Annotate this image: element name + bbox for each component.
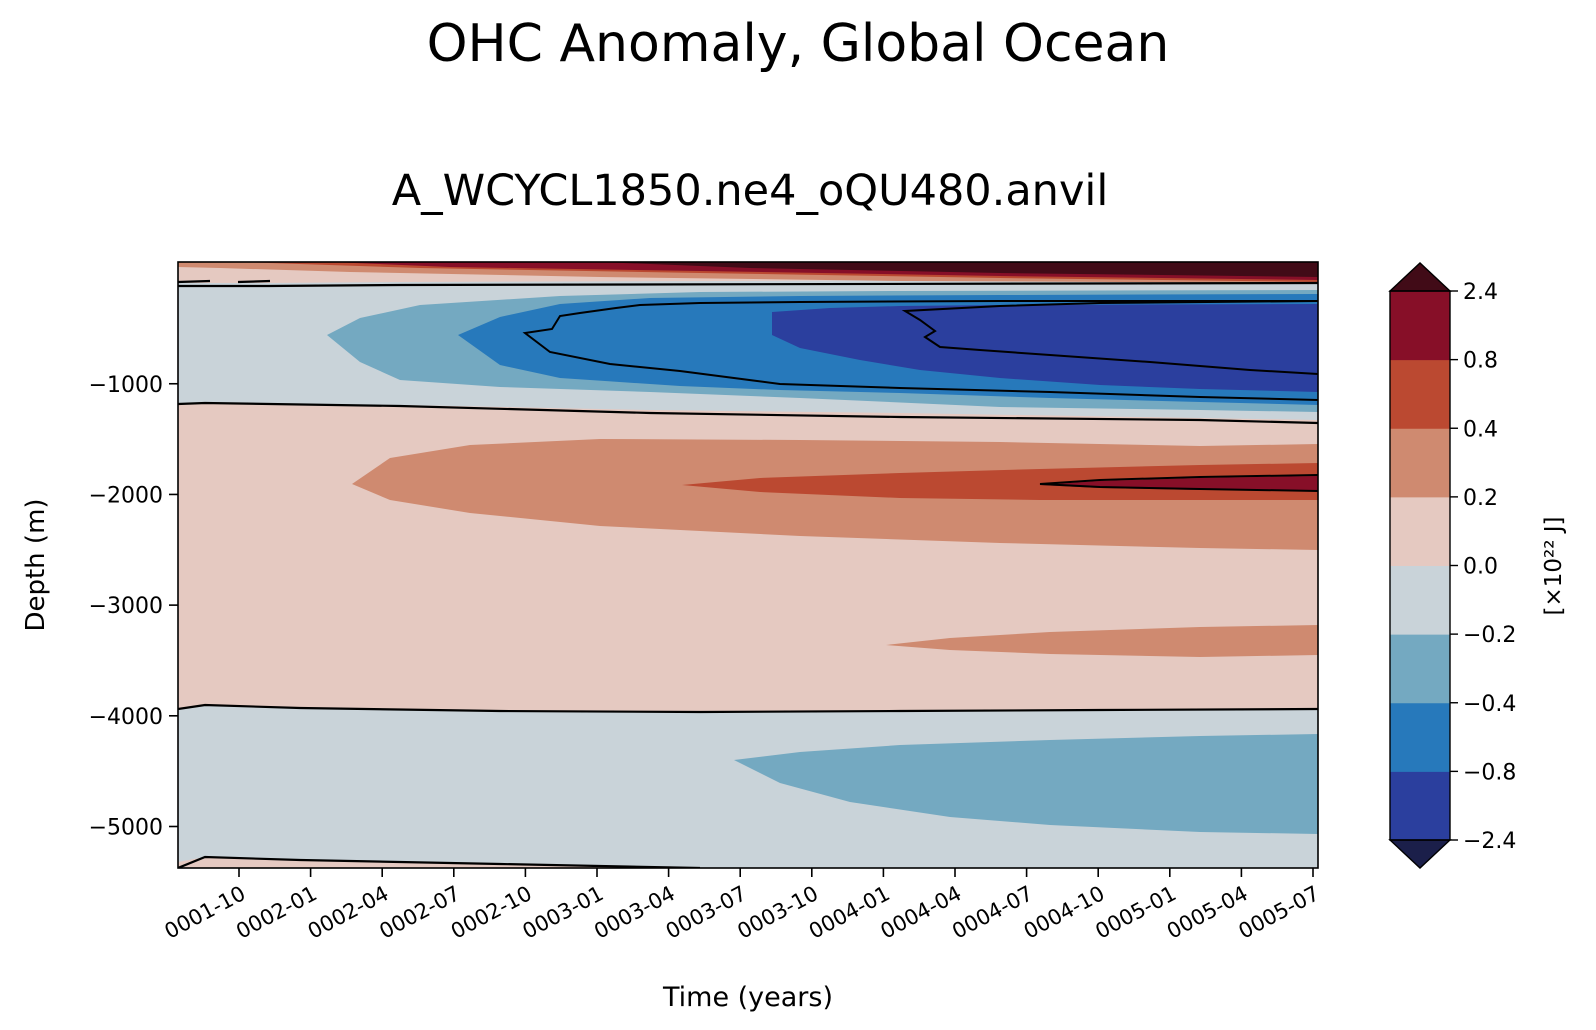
colorbar-tick-label: 2.4 bbox=[1463, 280, 1498, 305]
contour-bottom-pos bbox=[178, 857, 700, 868]
colorbar-extend-high bbox=[1388, 262, 1452, 292]
x-tick-label: 0005-04 bbox=[1163, 881, 1252, 943]
x-tick-label: 0002-04 bbox=[304, 881, 393, 943]
colorbar-tick-label: −0.4 bbox=[1463, 692, 1516, 717]
y-tick-label: −2000 bbox=[89, 483, 163, 508]
colorbar-tick-label: 0.0 bbox=[1463, 555, 1498, 580]
x-axis-label: Time (years) bbox=[662, 982, 833, 1013]
x-tick-label: 0002-01 bbox=[232, 881, 321, 943]
zero-line-bottom bbox=[178, 855, 701, 868]
y-tick-label: −5000 bbox=[89, 815, 163, 840]
zero-line-deep bbox=[178, 703, 1318, 714]
x-tick-label: 0001-10 bbox=[161, 881, 250, 943]
chart-subtitle: A_WCYCL1850.ne4_oQU480.anvil bbox=[391, 166, 1109, 216]
x-tick-label: 0004-01 bbox=[805, 881, 894, 943]
colorbar-segment bbox=[1390, 291, 1450, 361]
x-tick-label: 0004-07 bbox=[948, 881, 1037, 943]
plot-frame bbox=[177, 261, 1319, 869]
y-axis-label: Depth (m) bbox=[21, 498, 51, 631]
colorbar-tick-label: 0.8 bbox=[1463, 349, 1498, 374]
x-tick-label: 0003-07 bbox=[662, 881, 751, 943]
contour-field bbox=[178, 262, 1318, 868]
y-tick-label: −3000 bbox=[89, 594, 163, 619]
zero-line-surface bbox=[178, 281, 1318, 288]
x-tick-label: 0004-04 bbox=[877, 881, 966, 943]
x-tick-label: 0003-04 bbox=[590, 881, 679, 943]
contour-mid-04 bbox=[682, 463, 1318, 500]
contour-line-m24 bbox=[901, 300, 1318, 375]
colorbar-segment bbox=[1390, 565, 1450, 635]
zero-line-upper bbox=[178, 401, 1318, 425]
contour-surface-24 bbox=[600, 262, 1318, 277]
colorbar-tick-label: 0.4 bbox=[1463, 417, 1498, 442]
colorbar-segment bbox=[1390, 359, 1450, 429]
x-tick-label: 0003-10 bbox=[733, 881, 822, 943]
x-tick-label: 0004-10 bbox=[1020, 881, 1109, 943]
figure-title: OHC Anomaly, Global Ocean bbox=[426, 14, 1170, 74]
x-tick-label: 0005-01 bbox=[1091, 881, 1180, 943]
zero-contour-lines bbox=[178, 279, 1318, 868]
colorbar-segment bbox=[1390, 634, 1450, 704]
colorbar-tick-label: −0.8 bbox=[1463, 760, 1516, 785]
contour-line-08 bbox=[1039, 474, 1318, 492]
y-tick-label: −1000 bbox=[89, 373, 163, 398]
contour-deep-m02 bbox=[734, 734, 1318, 834]
zero-line-surface-2 bbox=[178, 279, 271, 284]
colorbar-label: [×10²² J] bbox=[1541, 516, 1567, 615]
contour-deep-02 bbox=[886, 625, 1318, 657]
x-tick-label: 0002-10 bbox=[447, 881, 536, 943]
colorbar-tick-label: 0.2 bbox=[1463, 486, 1498, 511]
y-tick-label: −4000 bbox=[89, 705, 163, 730]
x-tick-label: 0005-07 bbox=[1235, 881, 1324, 943]
colorbar-tick-label: −0.2 bbox=[1463, 623, 1516, 648]
colorbar: −2.4 −0.8 −0.4 −0.2 0.0 0.2 0.4 0.8 2.4 [×10²² J… bbox=[1388, 262, 1567, 869]
contour-line-m08 bbox=[522, 300, 1318, 401]
x-tick-label: 0002-07 bbox=[375, 881, 464, 943]
colorbar-segment bbox=[1390, 496, 1450, 566]
y-axis: −1000 −2000 −3000 −4000 −5000 Depth (m) bbox=[21, 373, 178, 840]
colorbar-segment bbox=[1390, 771, 1450, 841]
x-tick-label: 0003-01 bbox=[519, 881, 608, 943]
contour-upper-m24 bbox=[772, 304, 1318, 392]
x-axis: 0001-100002-010002-040002-070002-100003-… bbox=[161, 868, 1324, 1013]
colorbar-tick-label: −2.4 bbox=[1463, 829, 1516, 854]
colorbar-extend-low bbox=[1388, 839, 1452, 869]
colorbar-segment bbox=[1390, 702, 1450, 772]
colorbar-segment bbox=[1390, 428, 1450, 498]
